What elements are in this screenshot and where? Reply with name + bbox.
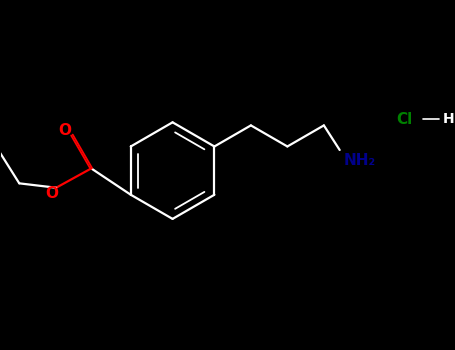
Text: H: H: [442, 112, 454, 126]
Text: Cl: Cl: [397, 112, 413, 127]
Text: O: O: [45, 186, 58, 201]
Text: NH₂: NH₂: [344, 153, 376, 168]
Text: O: O: [58, 123, 71, 138]
